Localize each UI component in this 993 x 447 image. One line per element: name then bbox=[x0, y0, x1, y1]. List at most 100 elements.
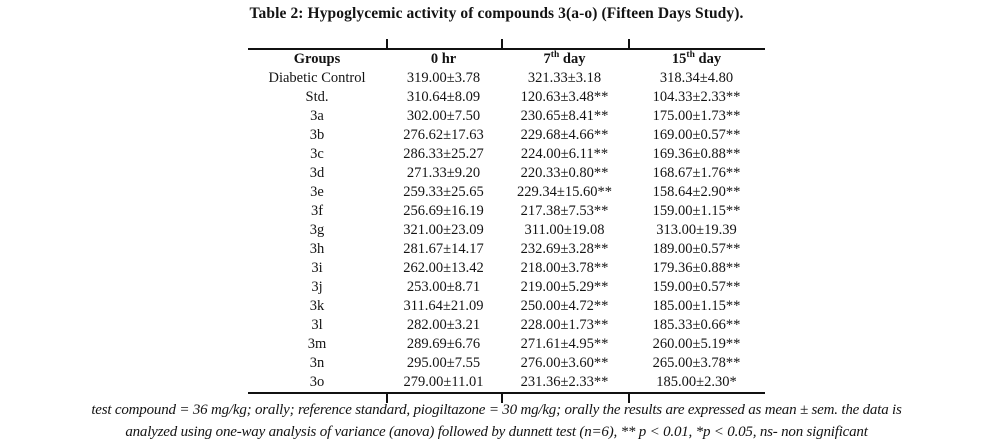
group-cell: 3k bbox=[309, 298, 325, 314]
column-divider-tick bbox=[628, 39, 630, 48]
value-cell: 185.00±2.30* bbox=[656, 374, 737, 390]
results-table-container: Groups 0 hr 7th day 15th day Diabetic Co… bbox=[248, 39, 765, 403]
value-cell: 271.61±4.95** bbox=[520, 336, 609, 352]
footnote-line-1: test compound = 36 mg/kg; orally; refere… bbox=[91, 402, 902, 418]
value-cell: 168.67±1.76** bbox=[652, 165, 741, 181]
column-header-groups: Groups bbox=[293, 51, 341, 67]
value-cell: 230.65±8.41** bbox=[520, 108, 609, 124]
value-cell: 229.68±4.66** bbox=[520, 127, 609, 143]
value-cell: 224.00±6.11** bbox=[520, 146, 609, 162]
table-row: 3f 256.69±16.19 217.38±7.53** 159.00±1.1… bbox=[248, 202, 765, 221]
value-cell: 321.33±3.18 bbox=[527, 70, 602, 86]
group-cell: 3i bbox=[311, 260, 323, 276]
table-title: Table 2: Hypoglycemic activity of compou… bbox=[249, 5, 744, 22]
table-row: 3h 281.67±14.17 232.69±3.28** 189.00±0.5… bbox=[248, 240, 765, 259]
value-cell: 262.00±13.42 bbox=[403, 260, 484, 276]
value-cell: 179.36±0.88** bbox=[652, 260, 741, 276]
value-cell: 175.00±1.73** bbox=[652, 108, 741, 124]
table-row: 3b 276.62±17.63 229.68±4.66** 169.00±0.5… bbox=[248, 126, 765, 145]
table-row: 3m 289.69±6.76 271.61±4.95** 260.00±5.19… bbox=[248, 335, 765, 354]
value-cell: 265.00±3.78** bbox=[652, 355, 741, 371]
value-cell: 229.34±15.60** bbox=[517, 184, 612, 200]
value-cell: 232.69±3.28** bbox=[520, 241, 609, 257]
table-row: Diabetic Control 319.00±3.78 321.33±3.18… bbox=[248, 69, 765, 88]
value-cell: 217.38±7.53** bbox=[520, 203, 609, 219]
value-cell: 185.33±0.66** bbox=[652, 317, 741, 333]
value-cell: 189.00±0.57** bbox=[652, 241, 741, 257]
value-cell: 256.69±16.19 bbox=[403, 203, 484, 219]
value-cell: 228.00±1.73** bbox=[520, 317, 609, 333]
value-cell: 319.00±3.78 bbox=[406, 70, 481, 86]
value-cell: 185.00±1.15** bbox=[652, 298, 741, 314]
value-cell: 219.00±5.29** bbox=[520, 279, 609, 295]
value-cell: 302.00±7.50 bbox=[406, 108, 481, 124]
group-cell: 3b bbox=[309, 127, 325, 143]
value-cell: 286.33±25.27 bbox=[403, 146, 484, 162]
footnote-line-2: analyzed using one-way analysis of varia… bbox=[125, 423, 868, 440]
value-cell: 159.00±1.15** bbox=[652, 203, 741, 219]
value-cell: 281.67±14.17 bbox=[403, 241, 484, 257]
table-row: Std. 310.64±8.09 120.63±3.48** 104.33±2.… bbox=[248, 88, 765, 107]
group-cell: 3h bbox=[309, 241, 325, 257]
table-bottom-rule bbox=[248, 392, 765, 394]
top-rule-ticks bbox=[248, 39, 765, 48]
bottom-rule-ticks bbox=[248, 394, 765, 403]
group-cell: 3m bbox=[307, 336, 327, 352]
group-cell: 3a bbox=[310, 108, 324, 124]
table-row: 3c 286.33±25.27 224.00±6.11** 169.36±0.8… bbox=[248, 145, 765, 164]
table-row: 3d 271.33±9.20 220.33±0.80** 168.67±1.76… bbox=[248, 164, 765, 183]
value-cell: 104.33±2.33** bbox=[652, 89, 741, 105]
group-cell: 3c bbox=[310, 146, 324, 162]
value-cell: 311.00±19.08 bbox=[524, 222, 605, 238]
group-cell: 3g bbox=[309, 222, 325, 238]
results-table: Groups 0 hr 7th day 15th day Diabetic Co… bbox=[248, 50, 765, 392]
column-divider-tick bbox=[501, 394, 503, 403]
value-cell: 169.00±0.57** bbox=[652, 127, 741, 143]
column-header-15th-day: 15th day bbox=[671, 50, 722, 67]
table-row: 3e 259.33±25.65 229.34±15.60** 158.64±2.… bbox=[248, 183, 765, 202]
value-cell: 159.00±0.57** bbox=[652, 279, 741, 295]
value-cell: 279.00±11.01 bbox=[403, 374, 484, 390]
value-cell: 311.64±21.09 bbox=[403, 298, 484, 314]
column-header-0hr: 0 hr bbox=[430, 51, 457, 67]
table-row: 3a 302.00±7.50 230.65±8.41** 175.00±1.73… bbox=[248, 107, 765, 126]
table-row: 3k 311.64±21.09 250.00±4.72** 185.00±1.1… bbox=[248, 297, 765, 316]
value-cell: 318.34±4.80 bbox=[659, 70, 734, 86]
value-cell: 289.69±6.76 bbox=[406, 336, 481, 352]
value-cell: 259.33±25.65 bbox=[403, 184, 484, 200]
table-top-rule bbox=[248, 48, 765, 50]
table-row: 3j 253.00±8.71 219.00±5.29** 159.00±0.57… bbox=[248, 278, 765, 297]
value-cell: 158.64±2.90** bbox=[652, 184, 741, 200]
group-cell: 3o bbox=[309, 374, 325, 390]
column-divider-tick bbox=[386, 39, 388, 48]
value-cell: 276.00±3.60** bbox=[520, 355, 609, 371]
table-row: 3o 279.00±11.01 231.36±2.33** 185.00±2.3… bbox=[248, 373, 765, 392]
value-cell: 220.33±0.80** bbox=[520, 165, 609, 181]
value-cell: 310.64±8.09 bbox=[406, 89, 481, 105]
value-cell: 282.00±3.21 bbox=[406, 317, 481, 333]
value-cell: 321.00±23.09 bbox=[403, 222, 484, 238]
value-cell: 295.00±7.55 bbox=[406, 355, 481, 371]
value-cell: 169.36±0.88** bbox=[652, 146, 741, 162]
group-cell: Diabetic Control bbox=[268, 70, 366, 86]
group-cell: 3j bbox=[311, 279, 323, 295]
column-header-7th-day: 7th day bbox=[543, 50, 586, 67]
value-cell: 250.00±4.72** bbox=[520, 298, 609, 314]
table-footnote: test compound = 36 mg/kg; orally; refere… bbox=[0, 400, 993, 443]
value-cell: 276.62±17.63 bbox=[403, 127, 484, 143]
group-cell: 3e bbox=[310, 184, 324, 200]
value-cell: 120.63±3.48** bbox=[520, 89, 609, 105]
group-cell: 3l bbox=[311, 317, 323, 333]
value-cell: 253.00±8.71 bbox=[406, 279, 481, 295]
value-cell: 260.00±5.19** bbox=[652, 336, 741, 352]
value-cell: 271.33±9.20 bbox=[406, 165, 481, 181]
table-row: 3n 295.00±7.55 276.00±3.60** 265.00±3.78… bbox=[248, 354, 765, 373]
table-row: 3i 262.00±13.42 218.00±3.78** 179.36±0.8… bbox=[248, 259, 765, 278]
table-row: 3g 321.00±23.09 311.00±19.08 313.00±19.3… bbox=[248, 221, 765, 240]
group-cell: Std. bbox=[305, 89, 329, 105]
header-row: Groups 0 hr 7th day 15th day bbox=[248, 50, 765, 69]
value-cell: 313.00±19.39 bbox=[656, 222, 737, 238]
table-row: 3l 282.00±3.21 228.00±1.73** 185.33±0.66… bbox=[248, 316, 765, 335]
group-cell: 3n bbox=[309, 355, 325, 371]
